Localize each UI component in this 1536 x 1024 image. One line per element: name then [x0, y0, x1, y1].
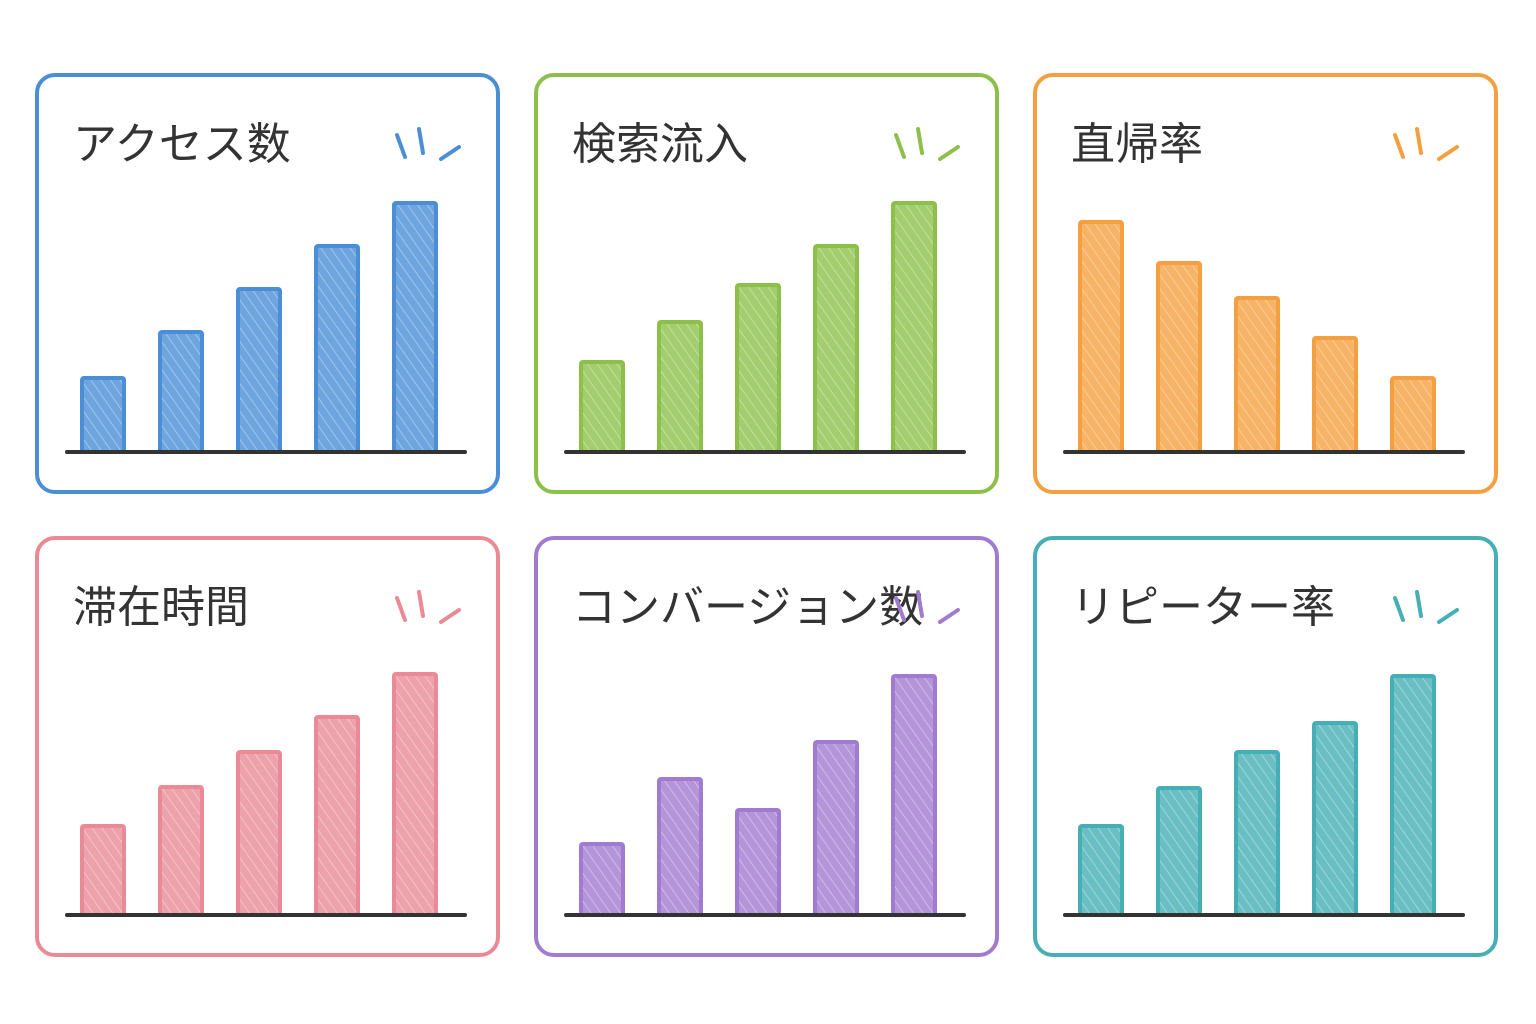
- chart-card: リピーター率: [1033, 536, 1498, 957]
- bar: [1312, 721, 1358, 917]
- bar: [1234, 296, 1280, 454]
- bar: [236, 287, 282, 454]
- sparkle: [395, 133, 407, 159]
- chart-title: 直帰率: [1071, 119, 1203, 170]
- sparkle: [1415, 127, 1423, 155]
- chart-card: 滞在時間: [35, 536, 500, 957]
- bar: [1390, 674, 1436, 917]
- sparkle: [938, 608, 960, 624]
- bar: [579, 842, 625, 917]
- sparkle: [417, 590, 425, 618]
- chart-title: 検索流入: [572, 119, 748, 170]
- bar: [158, 330, 204, 454]
- sparkle: [1437, 145, 1459, 161]
- bar: [891, 674, 937, 917]
- sparkle: [439, 608, 461, 624]
- bar: [1078, 824, 1124, 917]
- chart-card: 直帰率: [1033, 73, 1498, 494]
- bar: [735, 283, 781, 454]
- card-border: [1033, 536, 1498, 957]
- bar: [891, 201, 937, 454]
- sparkle: [938, 145, 960, 161]
- bar: [314, 715, 360, 917]
- bar: [735, 808, 781, 917]
- sparkle: [916, 590, 924, 618]
- bar: [236, 750, 282, 917]
- bar: [1234, 750, 1280, 917]
- card-border: [35, 536, 500, 957]
- bar: [314, 244, 360, 454]
- sparkle: [439, 145, 461, 161]
- sparkle: [894, 133, 906, 159]
- sparkle: [395, 596, 407, 622]
- card-border: [35, 73, 500, 494]
- bar: [579, 360, 625, 454]
- sparkle: [1393, 133, 1405, 159]
- card-border: [534, 536, 999, 957]
- sparkle: [1415, 590, 1423, 618]
- chart-title: アクセス数: [73, 119, 291, 170]
- bar: [657, 777, 703, 917]
- bar: [1312, 336, 1358, 454]
- bar: [392, 201, 438, 454]
- chart-title: コンバージョン数: [572, 582, 923, 633]
- bar: [1390, 376, 1436, 454]
- sparkle: [894, 596, 906, 622]
- chart-card: 検索流入: [534, 73, 999, 494]
- bar: [80, 824, 126, 917]
- bar: [392, 672, 438, 917]
- chart-card: コンバージョン数: [534, 536, 999, 957]
- bar: [1156, 786, 1202, 917]
- bar: [1156, 261, 1202, 454]
- sparkle: [417, 127, 425, 155]
- bar: [813, 244, 859, 454]
- bar: [158, 785, 204, 917]
- chart-card: アクセス数: [35, 73, 500, 494]
- chart-title: 滞在時間: [73, 582, 249, 633]
- sparkle: [916, 127, 924, 155]
- card-border: [1033, 73, 1498, 494]
- chart-title: リピーター率: [1071, 582, 1335, 633]
- sparkle: [1437, 608, 1459, 624]
- bar: [813, 740, 859, 917]
- sparkle: [1393, 596, 1405, 622]
- bar: [657, 320, 703, 454]
- bar: [1078, 220, 1124, 454]
- bar: [80, 376, 126, 454]
